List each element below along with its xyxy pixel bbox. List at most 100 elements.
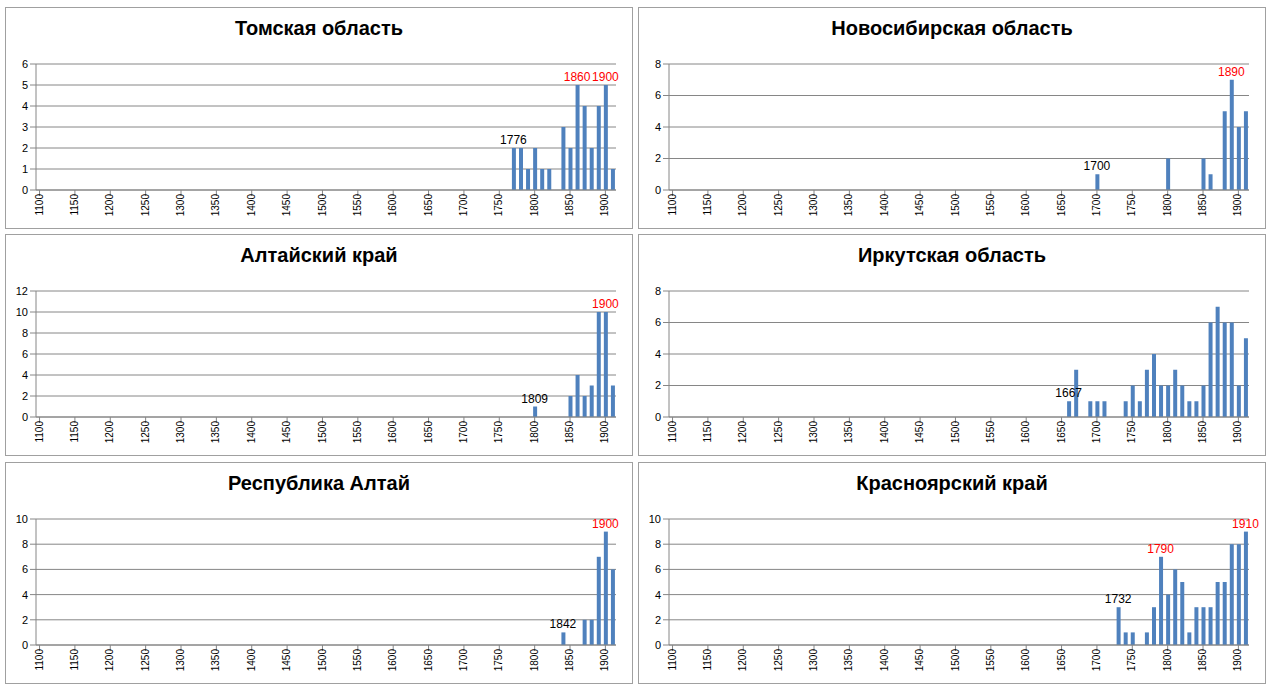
svg-text:1200: 1200 (737, 649, 748, 672)
svg-text:1600: 1600 (387, 421, 398, 444)
svg-text:6: 6 (655, 563, 661, 575)
svg-text:1350: 1350 (843, 194, 854, 217)
svg-text:4: 4 (655, 348, 661, 360)
svg-text:1550: 1550 (985, 421, 996, 444)
svg-text:1300: 1300 (808, 649, 819, 672)
svg-text:0: 0 (22, 184, 28, 196)
svg-text:1550: 1550 (985, 649, 996, 672)
svg-text:1910: 1910 (1232, 517, 1259, 531)
svg-text:1750: 1750 (1126, 194, 1137, 217)
svg-text:4: 4 (22, 589, 28, 601)
svg-text:4: 4 (22, 369, 28, 381)
svg-text:1500: 1500 (317, 649, 328, 672)
svg-text:1700: 1700 (1091, 194, 1102, 217)
svg-text:1750: 1750 (1126, 649, 1137, 672)
svg-text:1400: 1400 (246, 421, 257, 444)
svg-text:1650: 1650 (423, 649, 434, 672)
svg-text:6: 6 (22, 58, 28, 70)
svg-text:1700: 1700 (458, 194, 469, 217)
svg-text:1750: 1750 (493, 649, 504, 672)
svg-text:1450: 1450 (914, 649, 925, 672)
svg-text:1550: 1550 (985, 194, 996, 217)
svg-text:1450: 1450 (281, 649, 292, 672)
svg-text:1600: 1600 (1020, 194, 1031, 217)
svg-text:1900: 1900 (592, 70, 619, 84)
svg-text:1250: 1250 (140, 421, 151, 444)
svg-text:1600: 1600 (1020, 421, 1031, 444)
svg-text:1200: 1200 (737, 194, 748, 217)
svg-text:1600: 1600 (1020, 649, 1031, 672)
svg-text:6: 6 (655, 89, 661, 101)
svg-text:5: 5 (22, 79, 28, 91)
svg-text:1350: 1350 (843, 421, 854, 444)
svg-text:1300: 1300 (175, 194, 186, 217)
svg-text:1100: 1100 (34, 649, 45, 671)
svg-text:1100: 1100 (34, 194, 45, 216)
svg-text:1200: 1200 (104, 649, 115, 672)
svg-text:8: 8 (22, 327, 28, 339)
svg-text:1700: 1700 (1084, 159, 1111, 173)
svg-text:6: 6 (655, 316, 661, 328)
svg-text:1500: 1500 (950, 649, 961, 672)
svg-text:1: 1 (22, 163, 28, 175)
svg-text:1900: 1900 (592, 517, 619, 531)
svg-text:1100: 1100 (34, 421, 45, 443)
svg-text:1776: 1776 (500, 133, 527, 147)
svg-text:1650: 1650 (423, 421, 434, 444)
svg-text:1800: 1800 (1162, 194, 1173, 217)
svg-text:1550: 1550 (352, 649, 363, 672)
svg-text:1250: 1250 (140, 649, 151, 672)
svg-text:1300: 1300 (175, 649, 186, 672)
svg-text:10: 10 (649, 513, 661, 525)
svg-text:1250: 1250 (773, 421, 784, 444)
svg-text:1890: 1890 (1218, 65, 1245, 79)
svg-text:1200: 1200 (737, 421, 748, 444)
svg-text:1842: 1842 (550, 617, 577, 631)
svg-text:2: 2 (22, 614, 28, 626)
svg-text:2: 2 (22, 390, 28, 402)
svg-text:1900: 1900 (1232, 649, 1243, 672)
svg-text:8: 8 (655, 285, 661, 297)
svg-text:2: 2 (655, 614, 661, 626)
svg-text:1750: 1750 (493, 194, 504, 217)
svg-text:1809: 1809 (521, 392, 548, 406)
svg-text:1250: 1250 (773, 649, 784, 672)
svg-text:6: 6 (22, 348, 28, 360)
svg-text:1700: 1700 (1091, 421, 1102, 444)
svg-text:0: 0 (22, 639, 28, 651)
svg-text:3: 3 (22, 121, 28, 133)
svg-text:1100: 1100 (667, 421, 678, 443)
svg-text:2: 2 (655, 152, 661, 164)
svg-text:1600: 1600 (387, 194, 398, 217)
svg-text:1200: 1200 (104, 194, 115, 217)
svg-text:1250: 1250 (773, 194, 784, 217)
svg-text:2: 2 (655, 379, 661, 391)
svg-text:1150: 1150 (702, 194, 713, 216)
svg-text:1500: 1500 (950, 194, 961, 217)
svg-text:4: 4 (22, 100, 28, 112)
svg-text:1650: 1650 (1056, 194, 1067, 217)
svg-text:1500: 1500 (317, 421, 328, 444)
svg-text:1750: 1750 (493, 421, 504, 444)
svg-text:2: 2 (22, 142, 28, 154)
svg-text:4: 4 (655, 121, 661, 133)
svg-text:1800: 1800 (529, 649, 540, 672)
svg-text:4: 4 (655, 589, 661, 601)
svg-text:12: 12 (16, 285, 28, 297)
svg-text:1850: 1850 (564, 649, 575, 672)
svg-text:1900: 1900 (599, 649, 610, 672)
svg-text:1300: 1300 (175, 421, 186, 444)
svg-text:1450: 1450 (281, 421, 292, 444)
svg-text:6: 6 (22, 563, 28, 575)
svg-text:1150: 1150 (702, 421, 713, 443)
svg-text:1600: 1600 (387, 649, 398, 672)
svg-text:1800: 1800 (1162, 421, 1173, 444)
svg-text:1100: 1100 (667, 194, 678, 216)
svg-text:8: 8 (655, 58, 661, 70)
svg-text:1800: 1800 (529, 194, 540, 217)
svg-text:1750: 1750 (1126, 421, 1137, 444)
svg-text:1550: 1550 (352, 421, 363, 444)
svg-text:1300: 1300 (808, 194, 819, 217)
svg-text:1250: 1250 (140, 194, 151, 217)
svg-text:8: 8 (22, 538, 28, 550)
